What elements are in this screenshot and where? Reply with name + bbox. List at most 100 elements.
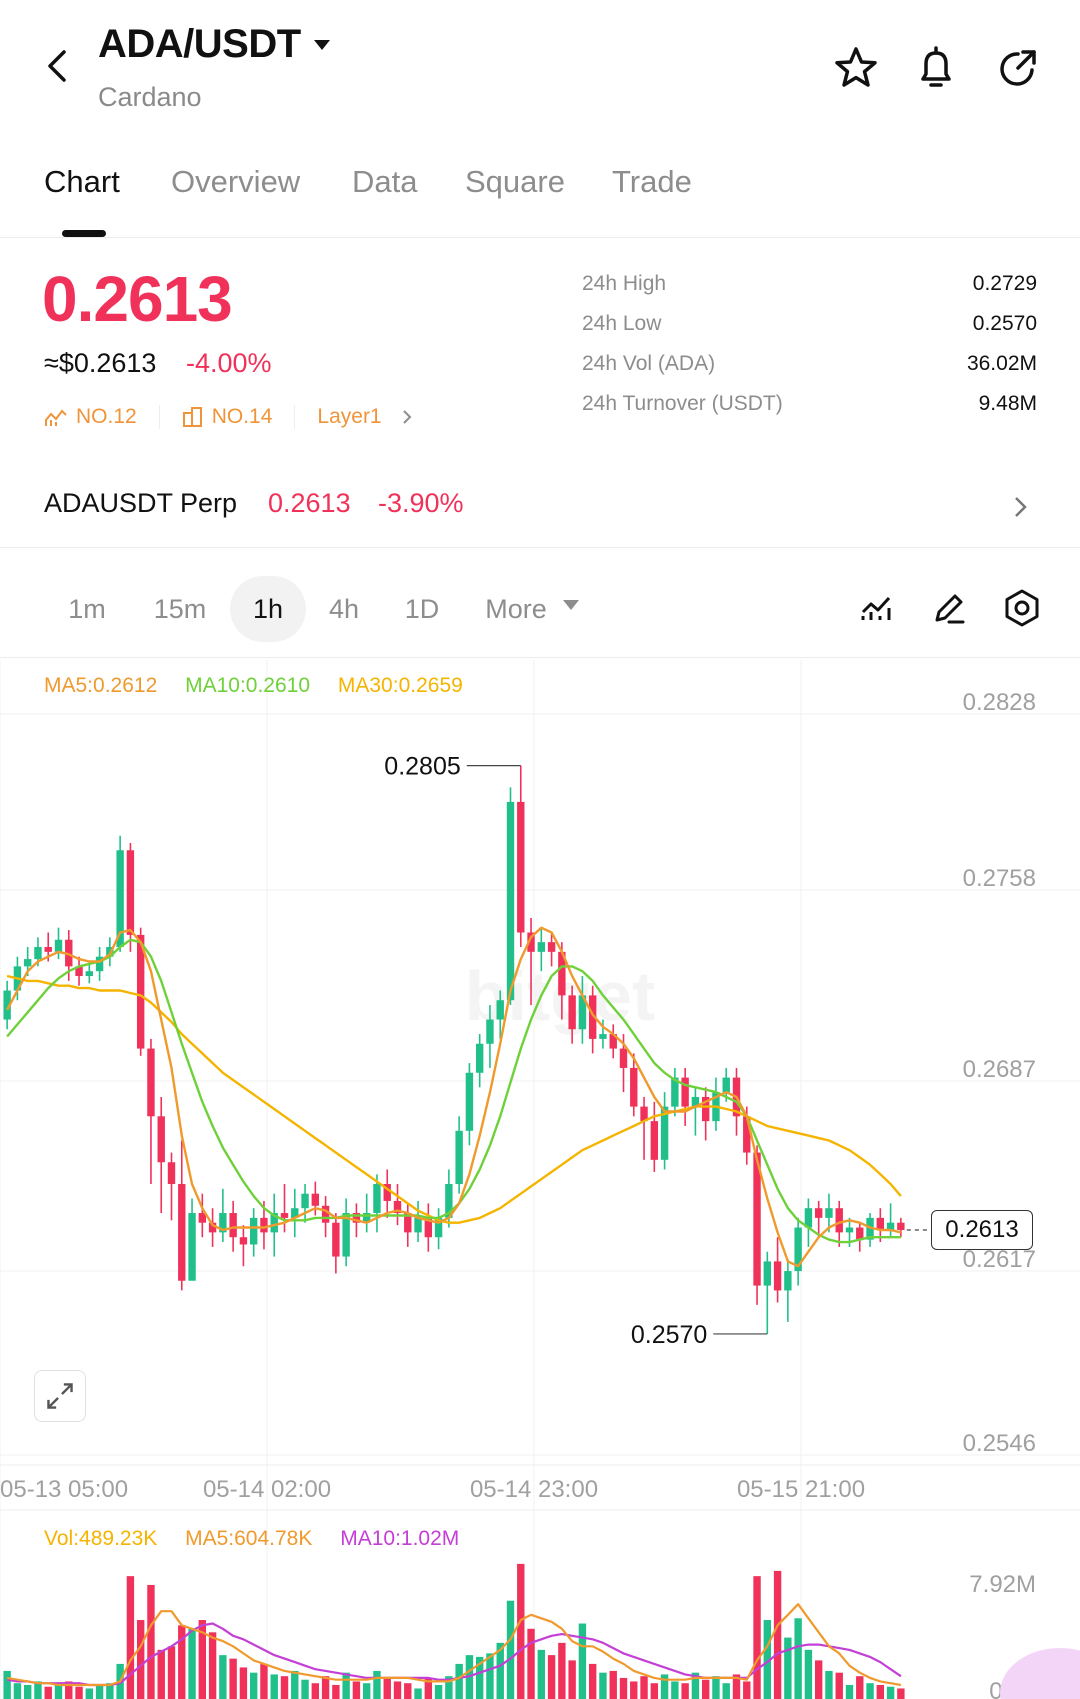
perp-name: ADAUSDT Perp [44,488,238,518]
chart-area[interactable]: 0.2828 0.2758 0.2687 0.2617 0.2546 05-13 05:0… [0,660,1080,1699]
volume-bar [794,1618,802,1699]
volume-bar [13,1683,22,1699]
candle-body [178,1184,186,1281]
indicator-icon[interactable] [855,586,899,630]
candle-body [568,995,576,1030]
volume-bar [845,1684,854,1699]
back-arrow-icon[interactable] [38,42,78,90]
ma30-legend: MA30:0.2659 [337,674,463,697]
trend-chart-icon [45,409,67,426]
interval-more[interactable]: More [485,594,547,624]
candle-body [763,1261,772,1286]
tab-square[interactable]: Square [465,164,565,199]
volume-legend: Vol:489.23K MA5:604.78K MA10:1.02M [44,1527,481,1551]
candle-body [609,1034,617,1049]
volume-bar [362,1683,371,1699]
volume-bar [188,1628,196,1699]
volume-bar [804,1649,813,1699]
volume-bar [681,1683,689,1699]
candle-body [506,801,515,1001]
candle-body [239,1237,248,1245]
candle-body [691,1096,700,1107]
interval-1m[interactable]: 1m [68,594,106,624]
tab-chart[interactable]: Chart [44,164,120,199]
volume-bar [475,1656,484,1699]
rank-tag-label: NO.12 [76,405,137,428]
24h-stats: 24h High 0.2729 24h Low 0.2570 24h Vol (… [582,272,1037,432]
candle-body [547,942,556,952]
current-price-label: 0.2613 [931,1209,1033,1250]
main-tabs: Chart Overview Data Square Trade [0,150,1080,238]
pair-title[interactable]: ADA/USDT [98,22,301,66]
volume-bar [455,1663,463,1699]
volume-bar [835,1672,843,1699]
candle-body [219,1213,227,1233]
volume-bar [157,1649,165,1699]
volume-bar [352,1681,361,1699]
pair-dropdown-caret-icon[interactable] [314,40,330,50]
candle-body [619,1048,628,1068]
category-rank-tag[interactable]: NO.14 [182,405,296,429]
stat-value: 36.02M [966,352,1037,375]
perp-change: -3.90% [378,488,464,518]
volume-bar [866,1683,874,1699]
volume-bar [332,1684,340,1699]
volume-bar [886,1686,895,1699]
stat-row-high: 24h High 0.2729 [582,272,1037,312]
volume-bar [95,1684,104,1699]
volume-bar [34,1681,42,1699]
sector-tag-label: Layer1 [317,405,382,428]
candle-body [249,1217,258,1245]
volume-legend-ma10: MA10:1.02M [340,1527,460,1550]
price-change-percent: -4.00% [186,348,272,378]
x-axis-tick-label: 05-13 05:00 [0,1476,128,1503]
volume-bar [229,1658,237,1699]
candle-body [3,990,11,1020]
volume-bar [126,1576,135,1699]
interval-1h[interactable]: 1h [230,576,306,642]
y-axis-tick-label: 0.2758 [963,865,1036,892]
candlestick-chart[interactable]: 0.2828 0.2758 0.2687 0.2617 0.2546 05-13 05:0… [0,660,1080,1699]
candle-body [588,995,597,1039]
candle-body [671,1077,679,1107]
candle-body [845,1227,854,1233]
interval-4h[interactable]: 4h [328,594,360,624]
stat-value: 0.2570 [972,312,1037,335]
volume-bar [445,1676,453,1699]
volume-bar [342,1672,350,1699]
volume-bar [404,1683,412,1699]
settings-icon[interactable] [1000,586,1044,630]
volume-legend-ma5: MA5:604.78K [185,1527,313,1550]
perp-link-row[interactable]: ADAUSDT Perp 0.2613 -3.90% [0,474,1080,548]
interval-15m[interactable]: 15m [153,594,207,624]
candle-body [414,1217,422,1233]
volume-bar [54,1684,63,1699]
rank-tag[interactable]: NO.12 [44,405,160,429]
tab-trade[interactable]: Trade [612,164,692,199]
sector-tag[interactable]: Layer1 [317,405,437,429]
candle-body [373,1184,381,1214]
ma10-line [6,938,901,1244]
candle-body [650,1121,659,1160]
candle-body [722,1077,730,1093]
volume-bar [588,1663,597,1699]
volume-bar [486,1653,494,1699]
share-icon[interactable] [994,44,1042,92]
candle-body [332,1222,340,1257]
volume-bar [763,1620,772,1699]
draw-pen-icon[interactable] [927,586,971,630]
volume-bar [701,1679,710,1699]
low-price-marker: 0.2570 [631,1321,707,1349]
expand-icon[interactable] [34,1370,86,1422]
candle-body [866,1217,874,1240]
candle-body [95,956,104,972]
tab-data[interactable]: Data [352,164,418,199]
tab-overview[interactable]: Overview [171,164,301,199]
volume-bar [660,1674,669,1699]
bell-icon[interactable] [912,44,960,92]
candle-body [167,1162,176,1185]
volume-legend-vol: Vol:489.23K [44,1527,158,1550]
interval-1d[interactable]: 1D [404,594,440,624]
star-icon[interactable] [832,44,880,92]
more-caret-icon[interactable] [563,600,579,610]
